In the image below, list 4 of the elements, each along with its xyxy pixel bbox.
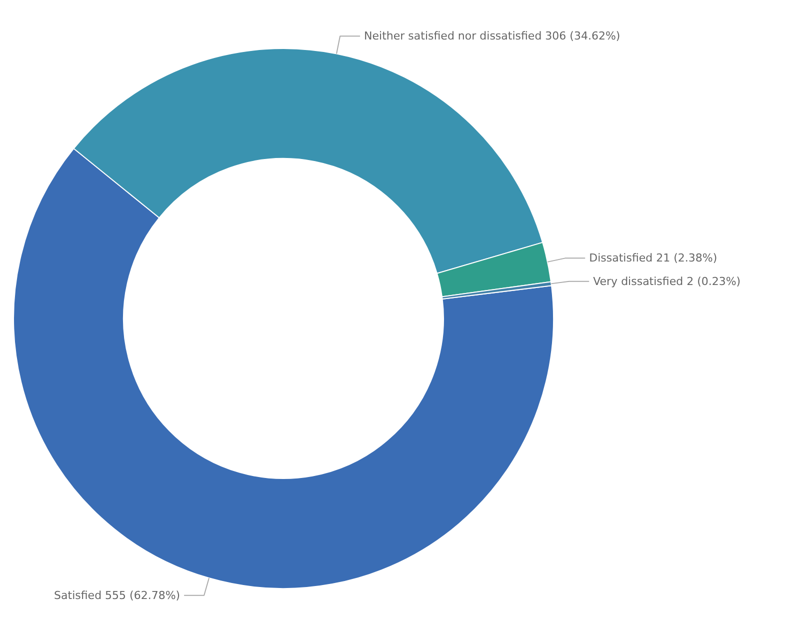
slice-label: Very dissatisfied 2 (0.23%) [593, 274, 741, 288]
slice-label: Dissatisfied 21 (2.38%) [589, 252, 718, 265]
slice-label: Satisfied 555 (62.78%) [54, 588, 180, 602]
slice-label: Neither satisfied nor dissatisfied 306 (34.62%) [364, 30, 620, 43]
